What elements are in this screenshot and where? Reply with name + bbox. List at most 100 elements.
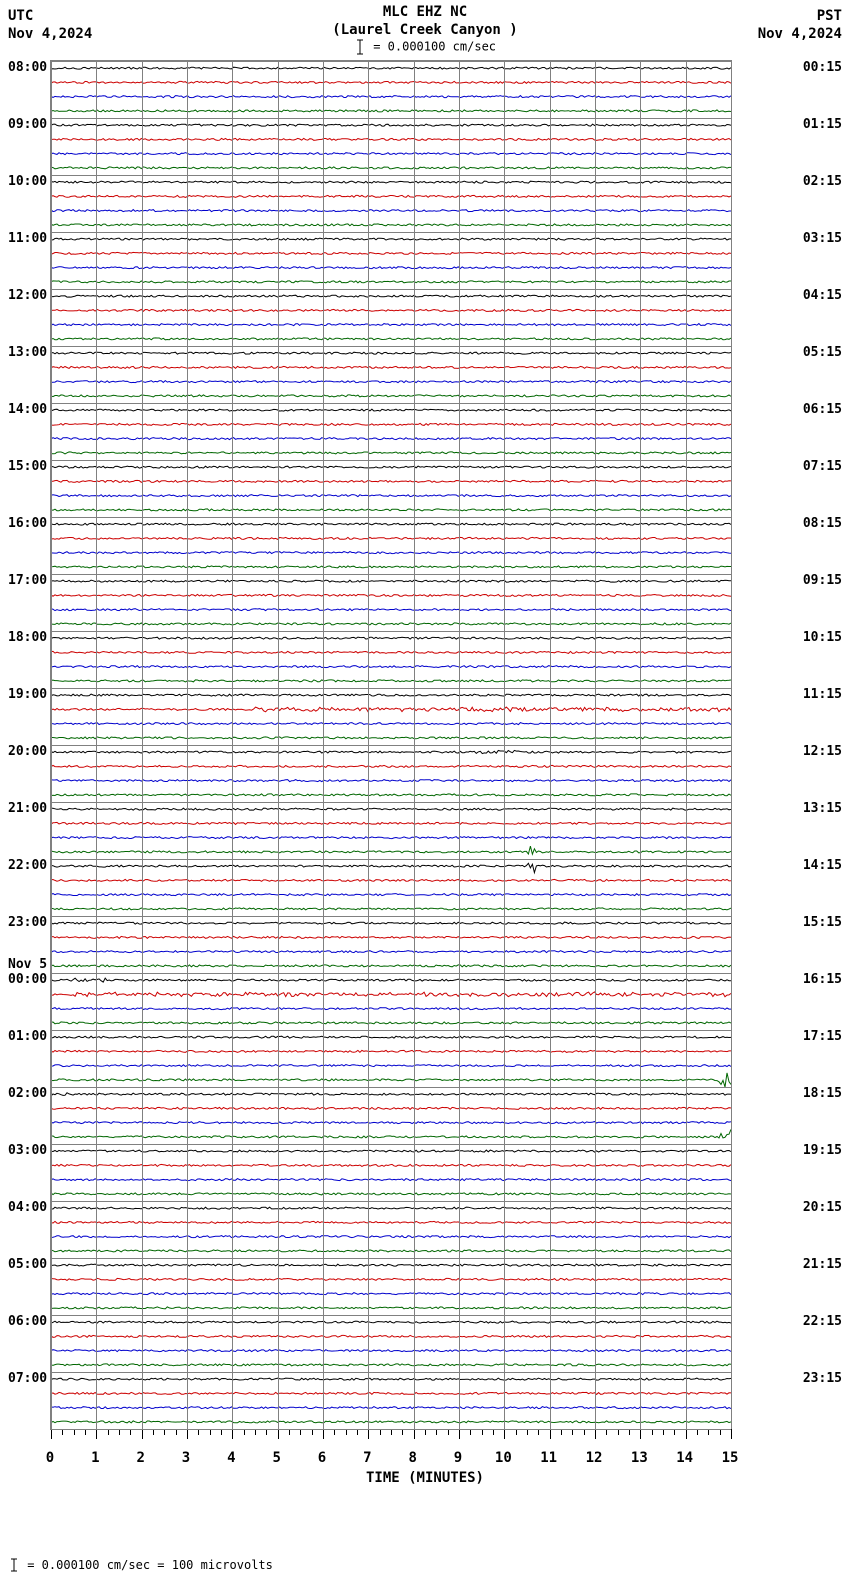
pst-time-label: 23:15: [803, 1371, 842, 1386]
pst-time-label: 09:15: [803, 573, 842, 588]
seismic-trace: [51, 466, 731, 468]
utc-time-label: 09:00: [8, 117, 47, 132]
x-tick-label: 15: [722, 1450, 739, 1466]
seismic-trace: [51, 352, 731, 354]
seismic-trace: [51, 822, 731, 824]
utc-time-label: 00:00: [8, 972, 47, 987]
seismic-trace: [51, 537, 731, 539]
footer-text: = 0.000100 cm/sec = 100 microvolts: [27, 1558, 273, 1572]
tick-major: [686, 1429, 687, 1439]
seismic-trace: [51, 1364, 731, 1366]
utc-time-label: 23:00: [8, 915, 47, 930]
tick-major: [504, 1429, 505, 1439]
seismic-trace: [51, 81, 731, 83]
seismic-trace: [51, 210, 731, 212]
pst-time-label: 02:15: [803, 174, 842, 189]
footer-scale: = 0.000100 cm/sec = 100 microvolts: [8, 1558, 273, 1573]
seismic-trace: [51, 637, 731, 639]
pst-date: Nov 4,2024: [758, 26, 842, 42]
seismic-trace: [51, 452, 731, 454]
seismic-trace: [51, 1065, 731, 1067]
pst-time-label: 16:15: [803, 972, 842, 987]
seismic-trace: [51, 863, 731, 872]
tick-major: [278, 1429, 279, 1439]
seismic-trace: [51, 623, 731, 625]
utc-time-label: 15:00: [8, 459, 47, 474]
x-tick-label: 10: [495, 1450, 512, 1466]
x-tick-label: 8: [408, 1450, 416, 1466]
seismic-trace: [51, 138, 731, 140]
grid-horizontal: [51, 802, 731, 803]
seismic-trace: [51, 1350, 731, 1352]
pst-time-label: 18:15: [803, 1086, 842, 1101]
utc-tz-label: UTC: [8, 8, 33, 24]
seismic-trace: [51, 153, 731, 155]
pst-time-label: 06:15: [803, 402, 842, 417]
pst-time-label: 22:15: [803, 1314, 842, 1329]
grid-horizontal: [51, 1429, 731, 1430]
seismic-trace: [51, 1164, 731, 1166]
utc-time-label: 20:00: [8, 744, 47, 759]
station-title: MLC EHZ NC: [0, 4, 850, 20]
pst-time-label: 10:15: [803, 630, 842, 645]
utc-time-label: 10:00: [8, 174, 47, 189]
utc-time-label: 12:00: [8, 288, 47, 303]
seismic-trace: [51, 110, 731, 112]
seismic-trace: [51, 908, 731, 910]
seismic-trace: [51, 1307, 731, 1309]
pst-time-label: 21:15: [803, 1257, 842, 1272]
seismic-trace: [51, 1050, 731, 1052]
seismic-trace: [51, 423, 731, 425]
utc-time-label: 05:00: [8, 1257, 47, 1272]
seismic-trace: [51, 309, 731, 311]
utc-time-label: 02:00: [8, 1086, 47, 1101]
pst-time-label: 14:15: [803, 858, 842, 873]
seismic-trace: [51, 381, 731, 383]
seismic-trace: [51, 495, 731, 497]
grid-vertical: [731, 61, 732, 1429]
seismic-trace: [51, 552, 731, 554]
seismic-trace: [51, 992, 731, 997]
utc-time-label: 16:00: [8, 516, 47, 531]
pst-time-label: 15:15: [803, 915, 842, 930]
grid-horizontal: [51, 859, 731, 860]
tick-major: [640, 1429, 641, 1439]
tick-major: [51, 1429, 52, 1439]
seismic-trace: [51, 1378, 731, 1380]
seismic-trace: [51, 1008, 731, 1010]
x-tick-label: 4: [227, 1450, 235, 1466]
x-tick-label: 1: [91, 1450, 99, 1466]
seismic-trace: [51, 409, 731, 411]
seismic-trace: [51, 837, 731, 839]
seismic-trace: [51, 1150, 731, 1152]
grid-horizontal: [51, 346, 731, 347]
pst-time-label: 01:15: [803, 117, 842, 132]
tick-major: [459, 1429, 460, 1439]
seismic-trace: [51, 1093, 731, 1096]
pst-time-label: 07:15: [803, 459, 842, 474]
x-tick-label: 5: [272, 1450, 280, 1466]
seismic-trace: [51, 666, 731, 668]
grid-horizontal: [51, 973, 731, 974]
pst-time-label: 03:15: [803, 231, 842, 246]
x-tick-label: 14: [676, 1450, 693, 1466]
seismic-trace: [51, 281, 731, 283]
seismic-trace: [51, 609, 731, 611]
seismic-trace: [51, 238, 731, 240]
utc-time-label: 18:00: [8, 630, 47, 645]
seismic-trace: [51, 846, 731, 854]
x-tick-label: 3: [182, 1450, 190, 1466]
x-axis-label: TIME (MINUTES): [0, 1470, 850, 1486]
seismic-trace: [51, 1179, 731, 1181]
tick-major: [550, 1429, 551, 1439]
seismogram-plot: [50, 60, 732, 1430]
grid-horizontal: [51, 688, 731, 689]
seismic-trace: [51, 594, 731, 596]
pst-time-label: 08:15: [803, 516, 842, 531]
seismic-trace: [51, 1321, 731, 1323]
grid-horizontal: [51, 1372, 731, 1373]
seismic-trace: [51, 338, 731, 340]
grid-horizontal: [51, 916, 731, 917]
pst-time-label: 13:15: [803, 801, 842, 816]
x-tick-label: 7: [363, 1450, 371, 1466]
